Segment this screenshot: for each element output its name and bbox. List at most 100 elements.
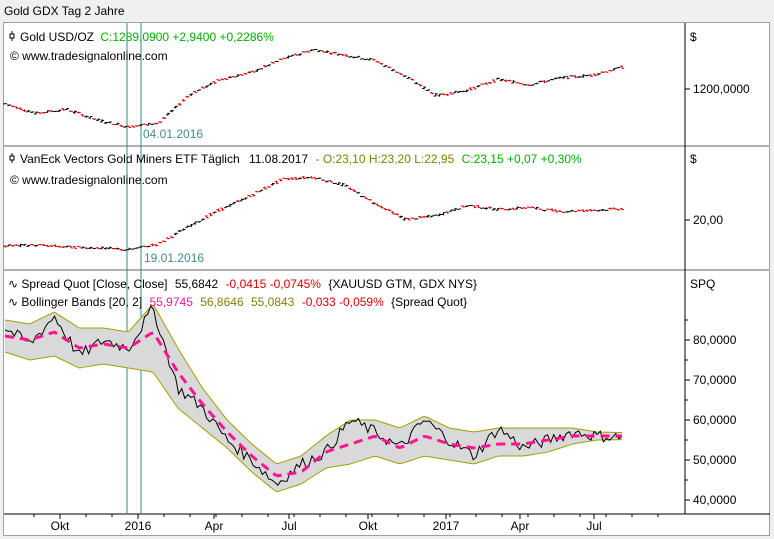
ohlc-bar — [612, 207, 617, 210]
ohlc-bar — [464, 89, 469, 93]
bollinger-mid-line — [4, 330, 623, 478]
ohlc-bar — [429, 92, 434, 94]
ohlc-bar — [542, 80, 547, 83]
ohlc-bar — [464, 205, 469, 208]
ohlc-bar — [616, 208, 621, 211]
ohlc-bar — [177, 230, 182, 232]
ohlc-bar — [41, 243, 46, 247]
ohlc-bar — [367, 58, 372, 61]
ohlc-bar — [239, 198, 244, 202]
ohlc-bar — [507, 79, 512, 82]
ohlc-bar — [503, 79, 508, 82]
ohlc-bar — [30, 111, 35, 113]
ohlc-bar — [204, 85, 209, 88]
ohlc-bar — [429, 215, 434, 218]
ohlc-bar — [352, 56, 357, 59]
ohlc-bar — [472, 205, 477, 209]
ohlc-bar — [259, 68, 264, 70]
ohlc-bar — [231, 201, 236, 205]
ohlc-bar — [6, 244, 11, 247]
ohlc-bar — [208, 212, 213, 217]
x-tick-label: 2017 — [433, 519, 460, 533]
ohlc-bar — [495, 208, 500, 211]
ohlc-bar — [228, 203, 233, 207]
ohlc-bar — [286, 177, 291, 181]
ohlc-bar — [72, 246, 77, 249]
ohlc-bar — [76, 245, 81, 248]
ohlc-bar — [197, 221, 202, 223]
ohlc-bar — [297, 53, 302, 56]
ohlc-bar — [181, 228, 186, 231]
ohlc-bar — [402, 217, 407, 221]
ohlc-bar — [600, 209, 605, 211]
bb-mid: 55,9745 — [150, 295, 194, 309]
bollinger-lower-line — [4, 351, 623, 493]
ohlc-bar — [127, 247, 132, 251]
ohlc-bar — [26, 109, 31, 113]
window-title: Gold GDX Tag 2 Jahre — [4, 4, 125, 18]
ohlc-bar — [49, 110, 54, 113]
ohlc-bar — [212, 81, 217, 84]
ohlc-bar — [402, 75, 407, 77]
panel3-legend: ∿ Spread Quot [Close, Close] 55,6842 -0,… — [8, 277, 715, 309]
x-tick-label: Apr — [205, 519, 224, 533]
ohlc-bar — [321, 50, 326, 53]
bollinger-band-fill — [5, 305, 622, 492]
ohlc-bar — [53, 110, 58, 113]
y-tick-label: 70,0000 — [693, 373, 737, 387]
ohlc-bar — [457, 90, 462, 93]
ohlc-bar — [45, 244, 50, 248]
svg-text:Gold USD/OZ C:1289,0900: Gold USD/OZ C:1289,0900 +2,9400 +0,2286% — [20, 30, 274, 44]
panel2-close: C:23,15 +0,07 +0,30% — [462, 152, 582, 166]
ohlc-bar — [453, 208, 458, 211]
bb-name: Bollinger Bands [20, 2] — [21, 295, 142, 309]
ohlc-bar — [569, 210, 574, 212]
ohlc-bar — [577, 209, 582, 212]
ohlc-bar — [115, 247, 120, 250]
ohlc-bar — [340, 183, 345, 187]
ohlc-bar — [445, 93, 450, 96]
ohlc-bar — [441, 212, 446, 216]
ohlc-bar — [321, 179, 326, 181]
ohlc-bar — [557, 76, 562, 79]
line-icon: ∿ — [8, 295, 18, 309]
ohlc-bar — [577, 76, 582, 78]
ohlc-bar — [251, 194, 256, 197]
panel1-marker-date: 04.01.2016 — [143, 127, 203, 141]
ohlc-bar — [68, 245, 73, 249]
ohlc-bar — [158, 241, 163, 244]
gold-price-bars — [3, 48, 624, 129]
ohlc-bar — [309, 176, 314, 179]
ohlc-bar — [138, 124, 143, 127]
ohlc-bar — [561, 76, 566, 79]
bollinger-upper-line — [4, 304, 623, 465]
ohlc-bar — [30, 243, 35, 246]
ohlc-bar — [530, 206, 535, 209]
ohlc-bar — [294, 176, 299, 181]
x-tick-label: 2016 — [125, 519, 152, 533]
ohlc-bar — [84, 115, 89, 118]
svg-text:VanEck Vectors Gold Miners ETF: VanEck Vectors Gold Miners ETF Täglich 1… — [20, 152, 582, 166]
ohlc-bar — [34, 111, 39, 115]
ohlc-bar — [418, 84, 423, 87]
ohlc-bar — [134, 247, 139, 249]
ohlc-bar — [379, 205, 384, 209]
ohlc-bar — [10, 105, 15, 108]
spread-value: 55,6842 — [175, 277, 219, 291]
ohlc-bar — [600, 71, 605, 73]
ohlc-bar — [92, 247, 97, 249]
ohlc-bar — [352, 189, 357, 193]
ohlc-bar — [131, 248, 136, 250]
ohlc-bar — [3, 103, 7, 105]
ohlc-bar — [235, 200, 240, 203]
ohlc-bar — [336, 53, 341, 56]
ohlc-bar — [65, 108, 70, 110]
ohlc-bar — [468, 87, 473, 91]
ohlc-bar — [554, 209, 559, 213]
ohlc-bar — [107, 121, 112, 124]
ohlc-bar — [356, 192, 361, 194]
ohlc-bar — [305, 50, 310, 53]
ohlc-bar — [80, 246, 85, 249]
ohlc-bar — [10, 244, 15, 247]
